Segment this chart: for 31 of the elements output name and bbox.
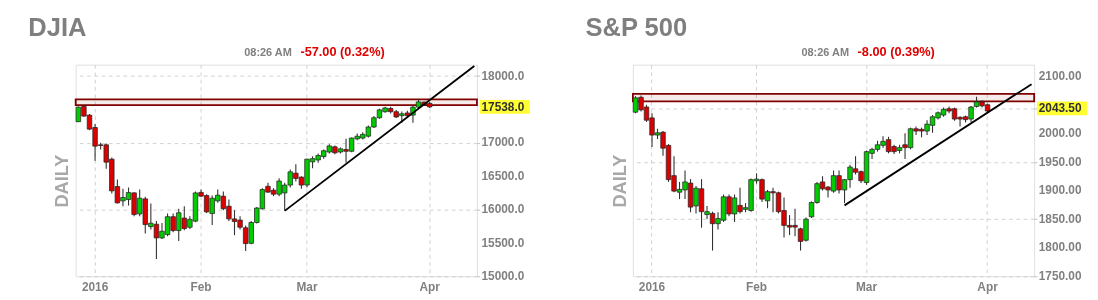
y-tick-label: 16000.0 bbox=[481, 202, 525, 217]
y-tick-label: 2000.00 bbox=[1038, 125, 1082, 140]
x-tick-label: 2016 bbox=[81, 280, 109, 295]
text: DAILY bbox=[608, 154, 630, 208]
y-tick-label: 1850.00 bbox=[1038, 211, 1082, 226]
x-tick-label: Feb bbox=[745, 280, 768, 295]
chart-title: DJIA bbox=[28, 13, 87, 42]
x-tick-label: Apr bbox=[977, 280, 999, 295]
y-tick-label: 2100.00 bbox=[1038, 68, 1082, 83]
x-tick-label: Feb bbox=[190, 280, 212, 295]
y-tick-label: 15500.0 bbox=[481, 235, 525, 250]
x-tick-label: Mar bbox=[296, 280, 318, 295]
y-tick-label: 1950.00 bbox=[1038, 154, 1082, 169]
x-tick-label: Mar bbox=[856, 280, 878, 295]
y-tick-label: 15000.0 bbox=[481, 268, 525, 283]
text: -57.00 (0.32%) bbox=[300, 43, 385, 59]
text: 08:26 AM bbox=[801, 45, 850, 58]
y-tick-label: 17000.0 bbox=[481, 135, 525, 150]
chart-title: S&P 500 bbox=[585, 13, 688, 42]
x-tick-label: Apr bbox=[419, 280, 441, 295]
y-tick-label: 1800.00 bbox=[1038, 240, 1082, 255]
x-tick-label: 2016 bbox=[638, 280, 666, 295]
y-tick-label: 17538.0 bbox=[481, 99, 525, 114]
text: -8.00 (0.39%) bbox=[857, 43, 935, 59]
text: 08:26 AM bbox=[244, 45, 292, 58]
text: DAILY bbox=[51, 154, 73, 208]
y-tick-label: 1750.00 bbox=[1038, 268, 1082, 283]
y-tick-label: 1900.00 bbox=[1038, 183, 1082, 198]
y-tick-label: 2043.50 bbox=[1038, 101, 1082, 116]
y-tick-label: 16500.0 bbox=[481, 168, 525, 183]
y-tick-label: 18000.0 bbox=[481, 68, 525, 83]
